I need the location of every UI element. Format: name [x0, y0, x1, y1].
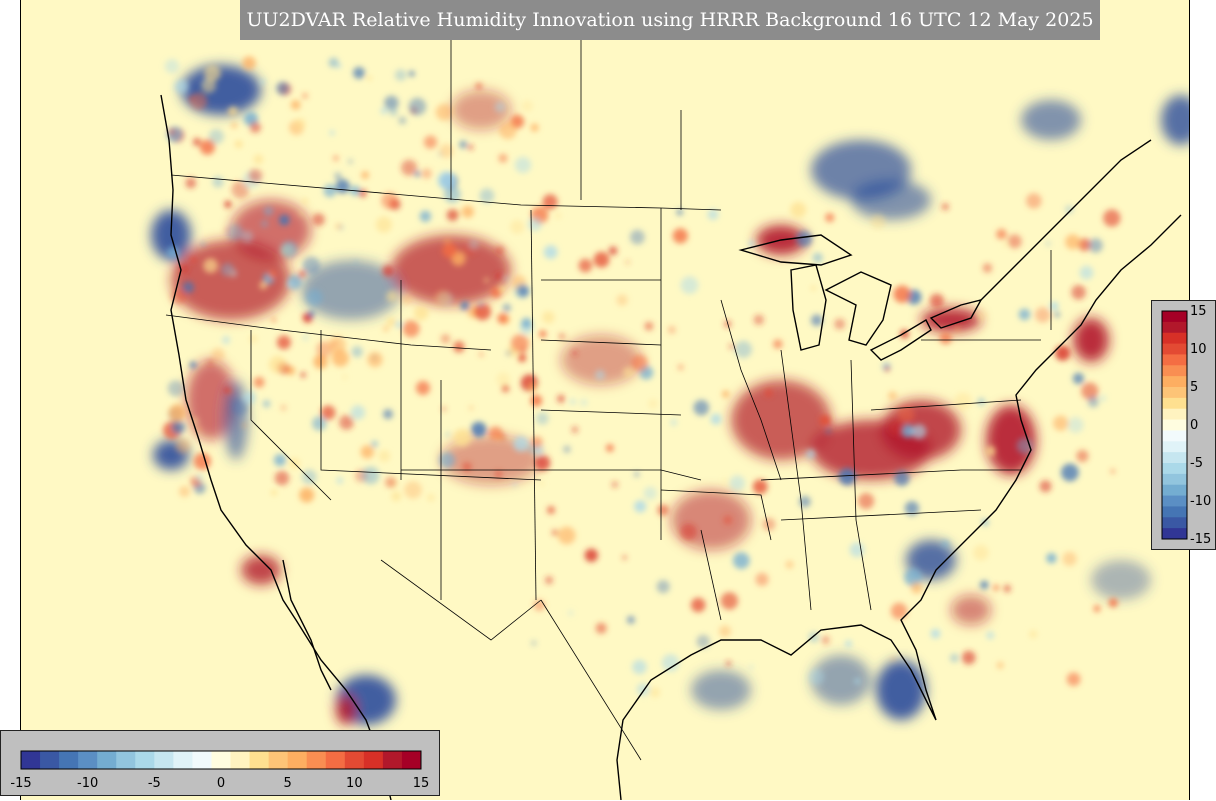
colorbar-tick-label: -5 — [148, 776, 161, 791]
negative-innovation-area — [301, 260, 401, 320]
negative-innovation-area — [1091, 560, 1151, 600]
colorbar-border — [20, 750, 422, 770]
positive-innovation-area — [986, 405, 1036, 475]
colorbar-border — [1161, 310, 1188, 540]
colorbar-tick-label: -15 — [1190, 532, 1211, 547]
colorbar-cell — [1162, 408, 1187, 421]
colorbar-tick-label: 15 — [1190, 304, 1207, 319]
colorbar-cell — [135, 751, 155, 769]
colorbar-cell — [268, 751, 289, 769]
colorbar-tick-label: -5 — [1190, 456, 1203, 471]
colorbar-cell — [1162, 397, 1187, 410]
colorbar-cell — [192, 751, 212, 769]
colorbar-cell — [173, 751, 193, 769]
colorbar-tick-label: 5 — [1190, 380, 1198, 395]
colorbar-cell — [59, 751, 79, 769]
coastline-outline — [160, 94, 1182, 800]
colorbar-cell — [1162, 463, 1187, 475]
colorbar-cell — [1162, 311, 1187, 323]
colorbar-vertical-cells — [1161, 310, 1188, 540]
map-panel — [20, 0, 1190, 800]
humidity-innovation-map — [21, 0, 1189, 800]
innovation-speckle — [163, 56, 1121, 698]
positive-innovation-area — [336, 695, 356, 725]
colorbar-cell — [1162, 321, 1187, 334]
positive-innovation-area — [921, 308, 981, 332]
colorbar-tick-label: -10 — [1190, 494, 1211, 509]
colorbar-cell — [382, 751, 403, 769]
positive-innovation-area — [391, 235, 511, 305]
colorbar-cell — [1162, 376, 1187, 388]
colorbar-cell — [306, 751, 327, 769]
colorbar-cell — [154, 751, 174, 769]
negative-innovation-area — [691, 670, 751, 710]
colorbar-cell — [344, 751, 365, 769]
colorbar-vertical-ticks: 15 10 5 0 -5 -10 -15 — [1190, 304, 1211, 547]
colorbar-horizontal: -15 -10 -5 0 5 10 15 — [0, 730, 440, 796]
colorbar-tick-label: 10 — [346, 776, 363, 791]
colorbar-cell — [1162, 430, 1187, 442]
colorbar-cell — [1162, 365, 1187, 377]
colorbar-cell — [1162, 332, 1187, 345]
colorbar-vertical: 15 10 5 0 -5 -10 -15 — [1151, 300, 1216, 550]
negative-innovation-area — [906, 540, 956, 580]
colorbar-tick-label: -10 — [77, 776, 98, 791]
colorbar-cell — [40, 751, 60, 769]
colorbar-horizontal-cells — [20, 750, 422, 770]
colorbar-cell — [1162, 495, 1187, 507]
colorbar-cell — [325, 751, 346, 769]
negative-innovation-area — [851, 180, 931, 220]
colorbar-cell — [211, 751, 232, 769]
colorbar-cell — [230, 751, 251, 769]
colorbar-tick-label: 5 — [284, 776, 292, 791]
colorbar-cell — [1162, 343, 1187, 355]
colorbar-cell — [287, 751, 308, 769]
colorbar-cell — [1162, 452, 1187, 464]
colorbar-cell — [1162, 473, 1187, 486]
colorbar-cell — [116, 751, 136, 769]
colorbar-tick-label: 10 — [1190, 342, 1207, 357]
positive-innovation-area — [561, 335, 641, 385]
colorbar-horizontal-ticks: -15 -10 -5 0 5 10 15 — [10, 776, 429, 791]
colorbar-cell — [1162, 528, 1187, 540]
negative-innovation-area — [1021, 100, 1081, 140]
colorbar-tick-label: 0 — [1190, 418, 1198, 433]
colorbar-cell — [1162, 484, 1187, 497]
colorbar-cell — [401, 751, 422, 769]
state-boundaries — [165, 0, 1052, 761]
colorbar-cell — [1162, 419, 1187, 431]
positive-innovation-area — [951, 595, 991, 625]
colorbar-tick-label: -15 — [10, 776, 31, 791]
positive-innovation-area — [241, 555, 281, 585]
negative-innovation-area — [876, 660, 926, 720]
colorbar-tick-label: 15 — [413, 776, 430, 791]
colorbar-cell — [1162, 517, 1187, 529]
negative-innovation-area — [811, 655, 871, 705]
colorbar-cell — [21, 751, 41, 769]
colorbar-cell — [1162, 441, 1187, 453]
colorbar-cell — [78, 751, 98, 769]
positive-innovation-area — [671, 490, 751, 550]
colorbar-cell — [363, 751, 384, 769]
colorbar-cell — [97, 751, 117, 769]
colorbar-cell — [249, 751, 270, 769]
negative-innovation-area — [1161, 95, 1189, 145]
colorbar-cell — [1162, 506, 1187, 518]
colorbar-tick-label: 0 — [217, 776, 225, 791]
positive-innovation-area — [731, 380, 831, 460]
positive-innovation-area — [451, 90, 511, 130]
colorbar-cell — [1162, 387, 1187, 399]
positive-innovation-area — [1073, 318, 1109, 362]
colorbar-cell — [1162, 354, 1187, 366]
positive-innovation-area — [171, 240, 291, 320]
map-title: UU2DVAR Relative Humidity Innovation usi… — [240, 0, 1100, 40]
